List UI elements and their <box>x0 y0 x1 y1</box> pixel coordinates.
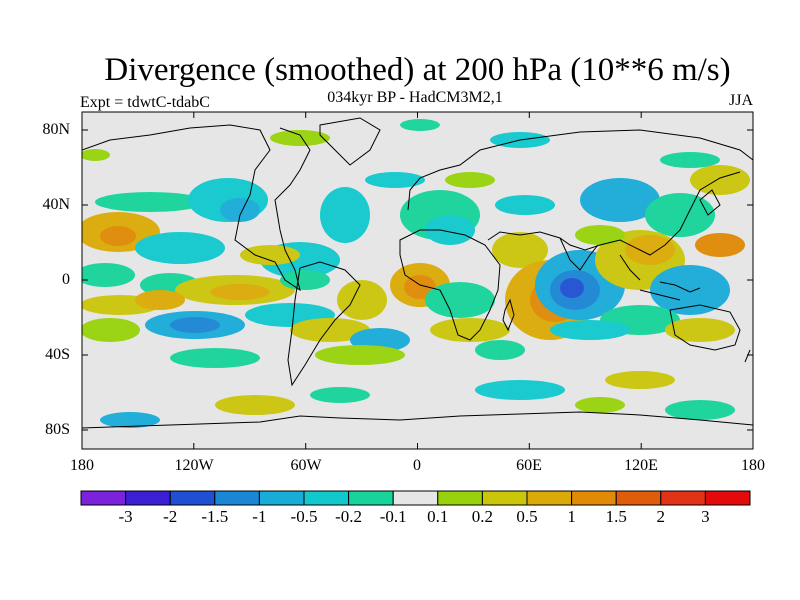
colorbar-swatch <box>481 490 528 506</box>
colorbar-label: -1 <box>252 507 267 526</box>
plot-title: Divergence (smoothed) at 200 hPa (10**6 … <box>104 52 731 88</box>
colorbar-label: 0.1 <box>427 507 449 526</box>
colorbar-label: 0.5 <box>516 507 538 526</box>
lon-label: 60W <box>290 457 322 474</box>
colorbar-label: 2 <box>656 507 666 526</box>
season-label: JJA <box>729 92 754 109</box>
colorbar-swatch <box>437 490 483 506</box>
lon-label: 0 <box>413 457 421 474</box>
lat-label: 80S <box>45 421 70 438</box>
colorbar-swatch <box>80 490 127 506</box>
subtitle: 034kyr BP - HadCM3M2,1 <box>327 89 503 106</box>
colorbar-swatch <box>169 490 216 506</box>
colorbar-label: -0.5 <box>290 507 318 526</box>
colorbar-swatch <box>660 490 706 506</box>
colorbar-label: 1 <box>567 507 576 526</box>
colorbar-swatch <box>258 490 305 506</box>
lon-label: 120E <box>624 457 658 474</box>
colorbar-swatch <box>571 490 617 506</box>
colorbar-label: 1.5 <box>605 507 627 526</box>
colorbar-swatch <box>526 490 573 506</box>
lon-label: 120W <box>174 457 214 474</box>
colorbar-swatch <box>615 490 662 506</box>
lat-label: 0 <box>62 271 70 288</box>
lat-label: 40S <box>45 346 70 363</box>
colorbar-label: -2 <box>163 507 178 526</box>
colorbar-swatch <box>125 490 171 506</box>
divergence-field <box>82 119 750 428</box>
lat-label: 80N <box>42 121 70 138</box>
colorbar <box>80 490 751 506</box>
lat-label: 40N <box>42 196 70 213</box>
axis-ticks <box>81 112 754 449</box>
colorbar-swatch <box>348 490 394 506</box>
lon-label: 60E <box>516 457 542 474</box>
map-panel[interactable] <box>75 111 754 450</box>
colorbar-swatch <box>214 490 260 506</box>
colorbar-label: -0.2 <box>335 507 363 526</box>
colorbar-swatch <box>303 490 350 506</box>
experiment-label: Expt = tdwtC-tdabC <box>80 94 210 111</box>
colorbar-swatch <box>392 490 439 506</box>
coastlines <box>82 117 753 429</box>
colorbar-label: 0.2 <box>471 507 494 526</box>
colorbar-label: -3 <box>118 507 133 526</box>
colorbar-label: -1.5 <box>201 507 229 526</box>
lon-label: 180 <box>741 457 765 474</box>
lon-label: 180 <box>70 457 94 474</box>
colorbar-label: 3 <box>701 507 710 526</box>
colorbar-label: -0.1 <box>379 507 407 526</box>
colorbar-swatch <box>704 490 751 506</box>
